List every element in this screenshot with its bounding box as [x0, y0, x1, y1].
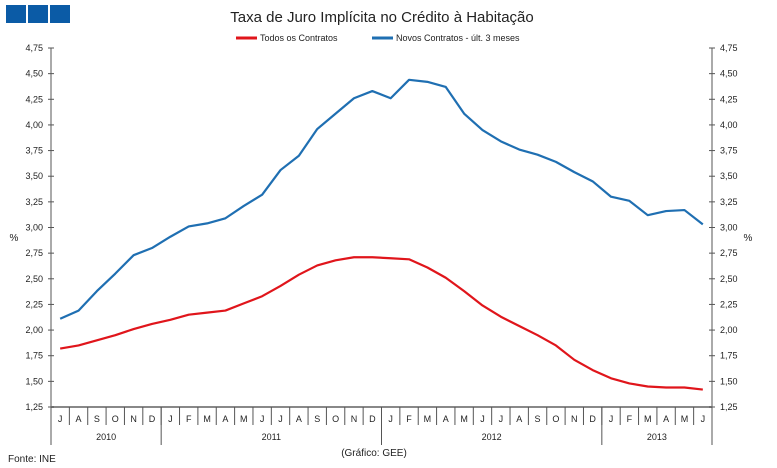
y-tick-label-left: 4,00: [25, 120, 43, 130]
y-tick-label-right: 3,50: [720, 171, 738, 181]
y-tick-label-left: 4,25: [25, 94, 43, 104]
series-line: [59, 78, 704, 320]
x-tick-label: A: [222, 414, 228, 424]
legend-label: Novos Contratos - últ. 3 meses: [396, 33, 520, 43]
x-tick-label: M: [203, 414, 211, 424]
y-tick-label-left: 3,25: [25, 197, 43, 207]
x-tick-label: O: [552, 414, 559, 424]
x-tick-label: S: [314, 414, 320, 424]
y-tick-label-left: 1,25: [25, 402, 43, 412]
y-tick-label-left: 2,00: [25, 325, 43, 335]
x-tick-label: F: [186, 414, 192, 424]
x-tick-label: A: [443, 414, 449, 424]
x-tick-label: M: [460, 414, 468, 424]
x-tick-label: M: [681, 414, 689, 424]
y-tick-label-right: 4,00: [720, 120, 738, 130]
x-tick-label: J: [499, 414, 504, 424]
chart-title: Taxa de Juro Implícita no Crédito à Habi…: [230, 9, 534, 26]
y-tick-label-left: 4,75: [25, 43, 43, 53]
x-tick-label: N: [571, 414, 578, 424]
x-tick-label: J: [58, 414, 63, 424]
y-tick-label-left: 1,75: [25, 351, 43, 361]
series-line: [59, 256, 703, 391]
x-tick-label: D: [369, 414, 376, 424]
year-label: 2012: [482, 432, 502, 442]
y-tick-label-right: 2,50: [720, 274, 738, 284]
y-tick-label-right: 1,75: [720, 351, 738, 361]
x-tick-label: O: [332, 414, 339, 424]
x-tick-label: J: [278, 414, 283, 424]
x-tick-label: S: [94, 414, 100, 424]
y-axis-label-right: %: [744, 233, 753, 244]
x-tick-label: S: [535, 414, 541, 424]
y-tick-label-left: 2,25: [25, 299, 43, 309]
x-tick-label: N: [130, 414, 137, 424]
y-tick-label-left: 1,50: [25, 376, 43, 386]
y-tick-label-right: 2,75: [720, 248, 738, 258]
x-tick-label: F: [627, 414, 633, 424]
y-tick-label-right: 1,50: [720, 376, 738, 386]
x-tick-label: J: [609, 414, 614, 424]
y-tick-label-left: 2,75: [25, 248, 43, 258]
logo-block: [50, 5, 70, 23]
x-tick-label: A: [296, 414, 302, 424]
y-tick-label-left: 3,50: [25, 171, 43, 181]
y-tick-label-right: 3,75: [720, 146, 738, 156]
x-tick-label: D: [589, 414, 596, 424]
x-tick-label: M: [424, 414, 432, 424]
y-tick-label-right: 1,25: [720, 402, 738, 412]
x-tick-label: J: [480, 414, 485, 424]
year-label: 2011: [262, 432, 281, 442]
y-tick-label-right: 2,25: [720, 299, 738, 309]
logo-block: [6, 5, 26, 23]
logo-block: [28, 5, 48, 23]
year-label: 2013: [647, 432, 667, 442]
x-tick-label: J: [260, 414, 265, 424]
y-tick-label-left: 3,75: [25, 146, 43, 156]
x-tick-label: M: [240, 414, 248, 424]
y-tick-label-right: 4,25: [720, 94, 738, 104]
x-tick-label: J: [168, 414, 173, 424]
legend-label: Todos os Contratos: [260, 33, 338, 43]
year-label: 2010: [96, 432, 116, 442]
x-tick-label: F: [406, 414, 412, 424]
x-tick-label: D: [149, 414, 156, 424]
y-tick-label-left: 4,50: [25, 69, 43, 79]
y-tick-label-right: 2,00: [720, 325, 738, 335]
x-tick-label: J: [701, 414, 706, 424]
x-tick-label: O: [112, 414, 119, 424]
source-note: Fonte: INE: [8, 454, 56, 465]
y-tick-label-right: 4,75: [720, 43, 738, 53]
legend: Todos os Contratos Novos Contratos - últ.…: [236, 33, 520, 43]
credit-note: (Gráfico: GEE): [341, 448, 407, 459]
y-axis-label-left: %: [10, 233, 19, 244]
y-tick-label-right: 4,50: [720, 69, 738, 79]
x-tick-label: M: [644, 414, 652, 424]
x-tick-label: A: [76, 414, 82, 424]
y-tick-label-right: 3,25: [720, 197, 738, 207]
y-tick-label-right: 3,00: [720, 223, 738, 233]
y-tick-label-left: 2,50: [25, 274, 43, 284]
x-tick-label: A: [516, 414, 522, 424]
x-tick-label: N: [351, 414, 358, 424]
y-tick-label-left: 3,00: [25, 223, 43, 233]
x-tick-label: A: [663, 414, 669, 424]
x-tick-label: J: [388, 414, 393, 424]
